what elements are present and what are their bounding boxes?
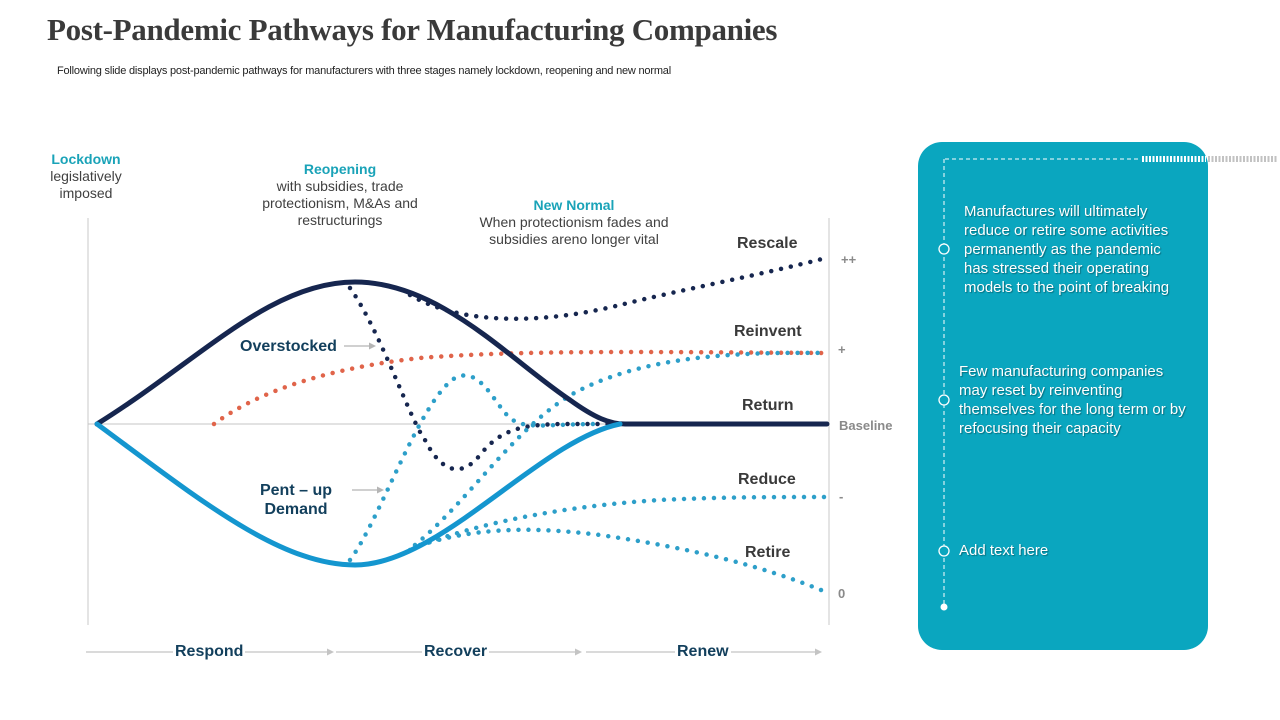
rescale-path bbox=[407, 255, 829, 321]
stage-desc-line: with subsidies, trade bbox=[276, 178, 404, 194]
timeline-end-dot bbox=[940, 603, 948, 611]
overstock-correction-path bbox=[347, 285, 618, 472]
page-title: Post-Pandemic Pathways for Manufacturing… bbox=[47, 12, 778, 47]
stage-heading: New Normal bbox=[533, 197, 615, 213]
overstocked-label: Overstocked bbox=[240, 338, 337, 355]
panel-item-1: Manufactures will ultimately reduce or r… bbox=[964, 203, 1170, 296]
outcome-retire: Retire bbox=[745, 544, 791, 561]
pent-up-demand-label: Pent – up Demand bbox=[256, 481, 336, 519]
insights-panel bbox=[918, 142, 1208, 650]
page-subtitle: Following slide displays post-pandemic p… bbox=[57, 65, 671, 77]
phase-respond: Respond bbox=[173, 643, 246, 661]
timeline-node bbox=[938, 545, 950, 557]
phase-renew: Renew bbox=[675, 643, 731, 661]
overstocked-curve bbox=[94, 279, 830, 427]
reinvent-path bbox=[211, 349, 829, 427]
outcome-reduce: Reduce bbox=[738, 471, 796, 488]
pent-up-demand-curve bbox=[94, 421, 623, 568]
level-plus: + bbox=[838, 342, 846, 357]
stage-desc-line: legislatively bbox=[50, 168, 122, 184]
stage-desc-line: imposed bbox=[59, 185, 113, 201]
panel-item-2: Few manufacturing companies may reset by… bbox=[959, 363, 1186, 437]
outcome-reinvent: Reinvent bbox=[734, 323, 802, 340]
reduce-path bbox=[407, 494, 829, 553]
panel-item-3[interactable]: Add text here bbox=[959, 542, 1049, 559]
timeline-node bbox=[938, 394, 950, 406]
timeline-node bbox=[938, 243, 950, 255]
pent-up-arrowhead bbox=[377, 486, 384, 494]
stage-new-normal: New Normal When protectionism fades and … bbox=[464, 197, 684, 248]
pent-up-line: Demand bbox=[264, 501, 328, 518]
reinvent-rise-path bbox=[412, 350, 829, 548]
level-zero: 0 bbox=[838, 586, 846, 601]
stage-desc-line: restructurings bbox=[297, 212, 383, 228]
level-double-plus: ++ bbox=[841, 252, 857, 267]
outcome-return: Return bbox=[742, 397, 794, 414]
stage-reopening: Reopening with subsidies, trade protecti… bbox=[250, 161, 430, 229]
level-baseline: Baseline bbox=[839, 418, 893, 433]
stage-heading: Reopening bbox=[303, 161, 377, 177]
stage-desc-line: subsidies areno longer vital bbox=[489, 231, 659, 247]
phase-arrowhead bbox=[327, 648, 334, 656]
stage-desc-line: protectionism, M&As and bbox=[262, 195, 418, 211]
phase-arrowhead bbox=[815, 648, 822, 656]
overstocked-arrowhead bbox=[369, 342, 376, 350]
level-minus: - bbox=[839, 489, 844, 504]
outcome-rescale: Rescale bbox=[737, 235, 798, 252]
retire-path bbox=[417, 527, 829, 595]
stage-desc-line: When protectionism fades and bbox=[479, 214, 669, 230]
pent-up-line: Pent – up bbox=[259, 482, 332, 499]
phase-recover: Recover bbox=[422, 643, 490, 661]
phase-arrowhead bbox=[575, 648, 582, 656]
stage-heading: Lockdown bbox=[51, 151, 121, 167]
stage-lockdown: Lockdown legislatively imposed bbox=[36, 151, 136, 202]
